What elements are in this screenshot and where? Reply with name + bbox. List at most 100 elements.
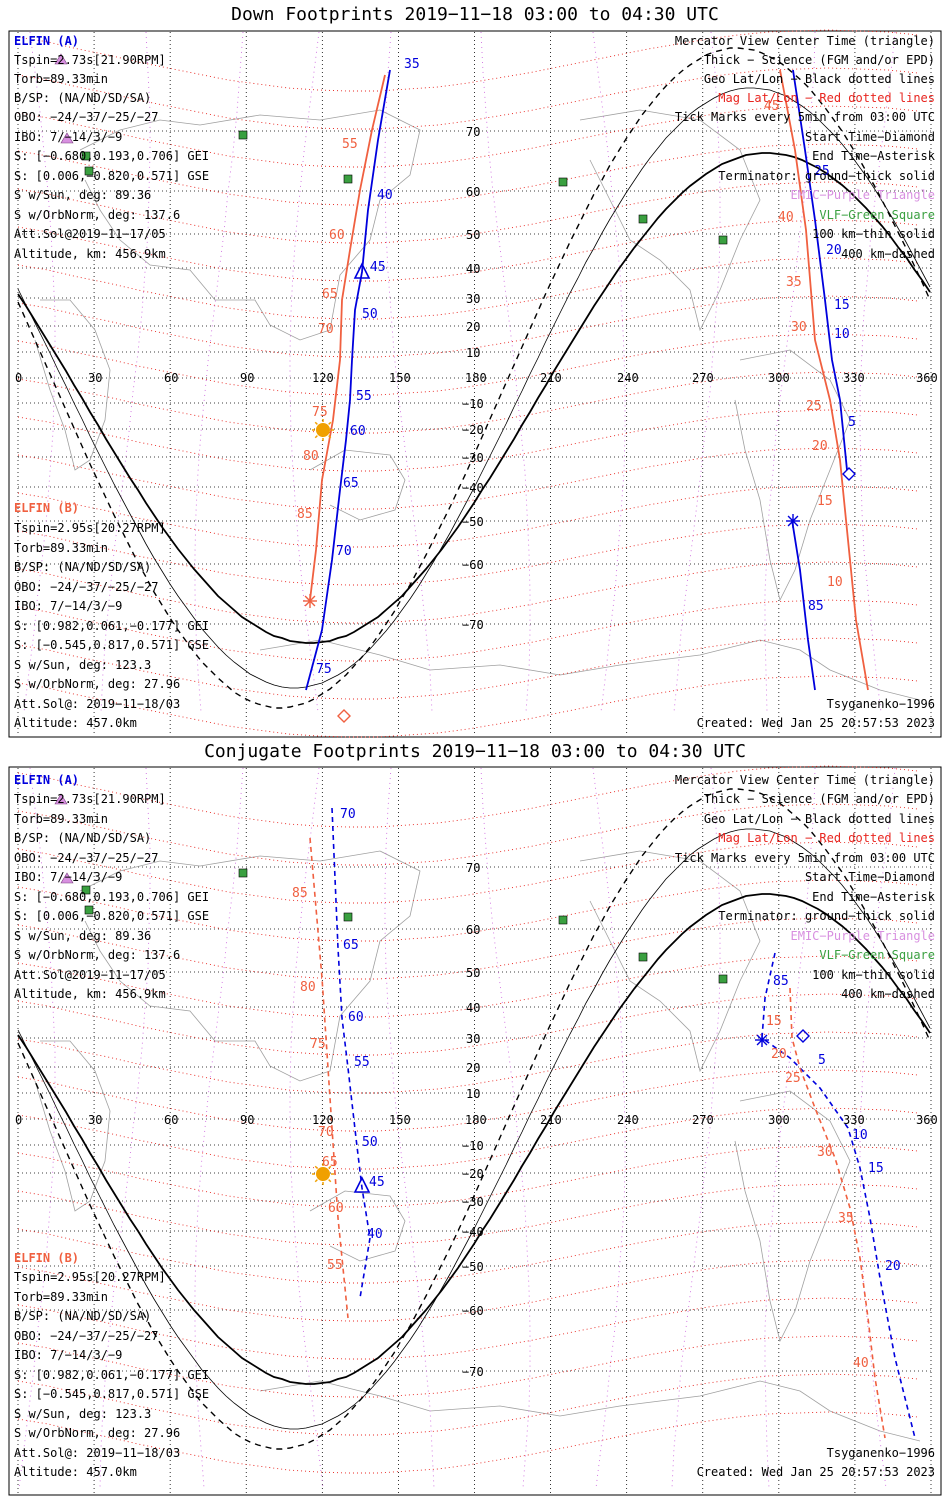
track-label: 80 (300, 980, 316, 995)
panel-title: Down Footprints 2019−11−18 03:00 to 04:3… (231, 4, 719, 25)
lat-label: −40 (462, 481, 484, 495)
mag-meridian (100, 31, 151, 713)
track-label: 15 (868, 1161, 884, 1176)
mag-meridian (592, 767, 626, 1489)
legend-item: Thick − Science (FGM and/or EPD) (704, 53, 935, 67)
info-line: B/SP: (NA/ND/SD/SA) (14, 1309, 151, 1323)
elfin-b-header: ELFIN (B) (14, 1251, 79, 1265)
lon-label: 360 (916, 1113, 938, 1127)
terminator (17, 788, 931, 1450)
lon-label: 0 (15, 1113, 22, 1127)
vlf-square-icon (81, 885, 91, 895)
lat-labels: 70 60 50 40 30 20 10 −10 −20 −30 −40 −50… (462, 125, 484, 632)
legend-item: Geo Lat/Lon − Black dotted lines (704, 812, 935, 826)
info-line: OBO: −24/−37/−25/−27 (14, 580, 159, 594)
mag-grid (17, 765, 919, 1489)
lon-label: 120 (312, 371, 334, 385)
info-line: Torb=89.33min (14, 72, 108, 86)
lon-labels: 0 30 60 90 120 150 180 210 240 270 300 3… (15, 371, 938, 385)
lon-label: 30 (88, 371, 102, 385)
track-label: 40 (853, 1356, 869, 1371)
legend-item: 400 km−dashed (841, 247, 935, 261)
mag-meridian (289, 767, 324, 1489)
lat-label: −60 (462, 558, 484, 572)
info-line: B/SP: (NA/ND/SD/SA) (14, 560, 151, 574)
legend-item: Start Time−Diamond (805, 130, 935, 144)
track-label: 45 (370, 260, 386, 275)
track-label: 5 (818, 1053, 826, 1068)
lon-label: 270 (692, 371, 714, 385)
info-line: S w/OrbNorm, deg: 27.96 (14, 677, 180, 691)
coastline (34, 299, 111, 471)
conjugate-footprints-map: 70 60 50 40 30 20 10 −10 −20 −30 −40 −50… (8, 765, 942, 1496)
legend-item: Mercator View Center Time (triangle) (675, 34, 935, 48)
elfin-b-header: ELFIN (B) (14, 501, 79, 515)
lat-label: −60 (462, 1304, 484, 1318)
lon-label: 60 (164, 1113, 178, 1127)
track-label: 20 (826, 243, 842, 258)
track-label: 60 (329, 228, 345, 243)
legend-item: Start Time−Diamond (805, 870, 935, 884)
model-label: Tsyganenko−1996 (827, 1446, 935, 1460)
terminator-ground (17, 152, 931, 644)
elfin-b-track (309, 74, 386, 601)
lat-label: 30 (466, 1032, 480, 1046)
legend-item: EMIC−Purple Triangle (791, 188, 936, 202)
track-label: 65 (343, 476, 359, 491)
track-label: 85 (808, 599, 824, 614)
info-line: B/SP: (NA/ND/SD/SA) (14, 91, 151, 105)
vlf-square-icon (638, 214, 648, 224)
elfin-a-track-east (792, 69, 848, 471)
mag-meridian (194, 767, 244, 1489)
track-label: 20 (771, 1047, 787, 1062)
legend-item: 400 km−dashed (841, 987, 935, 1001)
track-label: 70 (340, 807, 356, 822)
legend-item: VLF−Green Square (819, 208, 935, 222)
coastline (579, 850, 761, 1073)
info-line: Torb=89.33min (14, 541, 108, 555)
elfin-b-track (309, 837, 349, 1319)
lat-label: 70 (466, 861, 480, 875)
track-label: 35 (404, 57, 420, 72)
elfin-a-track-east-2 (791, 519, 816, 691)
track-label: 15 (766, 1014, 782, 1029)
lat-label: −10 (462, 1139, 484, 1153)
terminator-400km (17, 788, 931, 1450)
elfin-a-info: ELFIN (A) Tspin=2.73s[21.90RPM] Torb=89.… (14, 773, 209, 1001)
coastline (309, 1190, 406, 1262)
lon-label: 180 (465, 371, 487, 385)
lat-label: 10 (466, 1087, 480, 1101)
mag-meridian (671, 767, 721, 1489)
lat-label: −10 (462, 397, 484, 411)
track-label: 5 (848, 415, 856, 430)
legend-item: Mag Lat/Lon − Red dotted lines (718, 91, 935, 105)
track-label: 65 (322, 287, 338, 302)
coastline (34, 1040, 111, 1212)
vlf-square-icon (638, 952, 648, 962)
legend-item: Mercator View Center Time (triangle) (675, 773, 935, 787)
info-line: Altitude: 457.0km (14, 1465, 137, 1479)
lon-label: 30 (88, 1113, 102, 1127)
track-label: 75 (316, 662, 332, 677)
elfin-b-track-east (779, 69, 869, 691)
lat-label: −40 (462, 1225, 484, 1239)
lat-label: −70 (462, 618, 484, 632)
mag-meridian (859, 767, 896, 1489)
vlf-square-icon (84, 166, 94, 176)
info-line: Att.Sol@2019−11−17/05 (14, 968, 166, 982)
lat-label: 30 (466, 292, 480, 306)
legend-item: Tick Marks every 5min from 03:00 UTC (675, 851, 935, 865)
mag-meridian (480, 767, 531, 1489)
info-line: Tspin=2.95s[20.27RPM] (14, 521, 166, 535)
lon-label: 270 (692, 1113, 714, 1127)
track-label: 80 (303, 449, 319, 464)
track-label: 25 (806, 399, 822, 414)
sun-ray (328, 1165, 332, 1169)
emic-triangle-icon (54, 793, 68, 805)
track-label: 35 (838, 1211, 854, 1226)
track-label: 55 (356, 389, 372, 404)
track-label: 25 (814, 164, 830, 179)
track-label: 65 (322, 1155, 338, 1170)
lat-label: 40 (466, 1001, 480, 1015)
track-label: 10 (827, 575, 843, 590)
